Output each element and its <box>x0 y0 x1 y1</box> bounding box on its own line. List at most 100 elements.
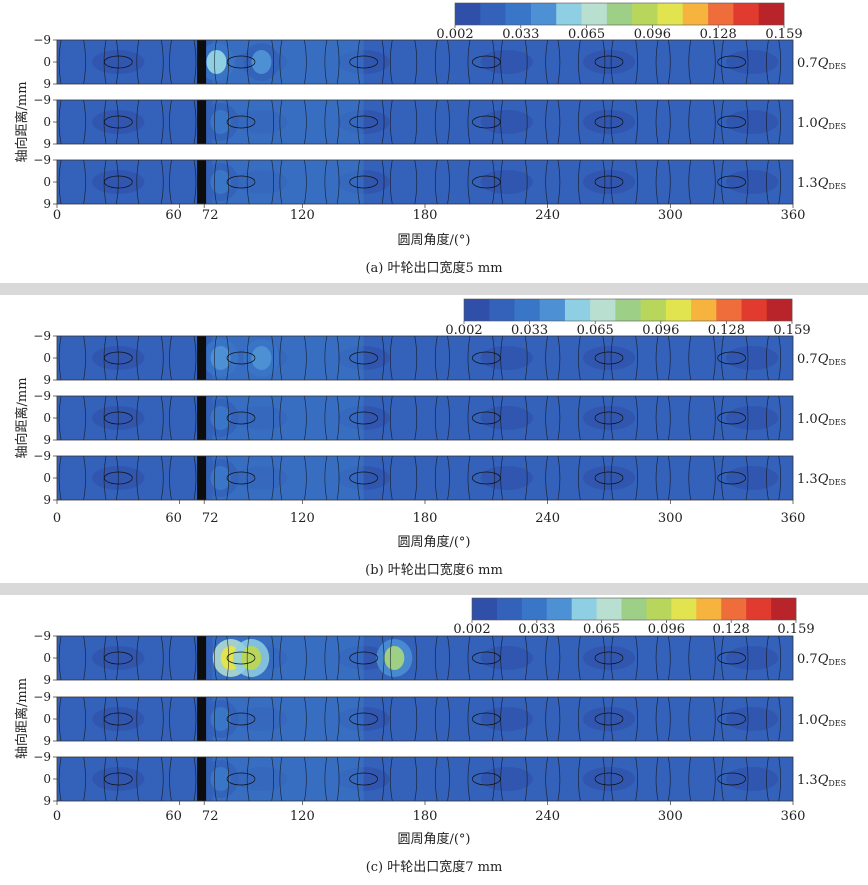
contour-line <box>717 411 747 425</box>
y-tick-label: 9 <box>43 433 51 447</box>
contour-line <box>381 40 385 84</box>
contour-line <box>58 757 62 801</box>
contour-line <box>778 636 782 680</box>
colorbar-tick-label: 0.002 <box>436 27 473 42</box>
contour-line <box>381 697 385 741</box>
contour-line <box>115 40 119 84</box>
contour-line <box>349 772 379 786</box>
contour-line <box>389 697 393 741</box>
contour-line <box>357 456 360 500</box>
contour-line <box>226 712 256 726</box>
contour-line <box>381 456 385 500</box>
y-tick-label: −9 <box>33 389 51 403</box>
contour-line <box>226 772 256 786</box>
contour-line <box>414 456 418 500</box>
hotspot-core <box>384 646 405 670</box>
contour-line <box>655 160 659 204</box>
contour-line <box>602 336 606 380</box>
contour-strip: −9 0 9 1.3QDES <box>33 153 846 211</box>
contour-patch <box>583 406 635 430</box>
contour-patch <box>480 767 533 791</box>
colorbar-swatch <box>657 3 684 25</box>
contour-line <box>226 471 256 485</box>
contour-line <box>304 697 307 741</box>
contour-line <box>434 456 438 500</box>
colorbar-tick-label: 0.128 <box>708 323 745 338</box>
colorbar-tick-label: 0.128 <box>700 27 737 42</box>
contour-line <box>712 396 716 440</box>
contour-line <box>136 396 140 440</box>
hotspot-core <box>241 646 262 670</box>
contour-line <box>304 757 307 801</box>
contour-line <box>492 757 495 801</box>
contour-line <box>136 757 140 801</box>
contour-line <box>688 100 692 144</box>
panel-separator <box>0 583 868 595</box>
series-label-symbol: Q <box>818 116 829 131</box>
contour-line <box>226 40 230 84</box>
contour-line <box>717 175 747 189</box>
panel-caption: (b) 叶轮出口宽度6 mm <box>365 562 503 578</box>
contour-line <box>635 636 638 680</box>
series-label-symbol: Q <box>818 176 829 191</box>
contour-strip: −9 0 9 1.0QDES <box>33 93 846 151</box>
contour-line <box>594 471 624 485</box>
contour-line <box>766 757 769 801</box>
contour-line <box>279 697 283 741</box>
contour-strip: −9 0 9 0.7QDES <box>33 629 846 687</box>
contour-background <box>57 160 793 204</box>
contour-line <box>500 40 504 84</box>
contour-line <box>271 456 275 500</box>
hotspot-core <box>206 50 227 74</box>
contour-line <box>721 456 724 500</box>
x-axis-label: 圆周角度/(°) <box>397 831 470 847</box>
contour-line <box>635 100 638 144</box>
contour-line <box>447 456 450 500</box>
contour-line <box>557 456 561 500</box>
colorbar-frame <box>463 298 793 322</box>
contour-line <box>381 757 385 801</box>
contour-patch <box>726 110 779 134</box>
contour-line <box>226 336 230 380</box>
contour-line <box>324 456 328 500</box>
contour-line <box>226 351 256 365</box>
contour-line <box>136 336 140 380</box>
contour-line <box>667 160 671 204</box>
contour-line <box>545 396 549 440</box>
series-label-symbol: Q <box>818 773 829 788</box>
contour-line <box>594 115 624 129</box>
x-tick-label: 60 <box>165 809 182 824</box>
contour-patch <box>583 346 635 370</box>
contour-line <box>349 651 379 665</box>
contour-line <box>246 160 250 204</box>
contour-patch <box>726 646 779 670</box>
contour-line <box>434 396 438 440</box>
contour-line <box>717 712 747 726</box>
contour-line <box>115 456 119 500</box>
series-label-sub: DES <box>828 478 846 487</box>
contour-line <box>500 636 504 680</box>
series-label-sub: DES <box>828 658 846 667</box>
contour-patch <box>583 707 635 731</box>
series-label-symbol: Q <box>818 652 829 667</box>
colorbar-tick-label: 0.096 <box>648 622 685 637</box>
colorbar-tick-label: 0.002 <box>453 622 490 637</box>
contour-line <box>471 55 501 69</box>
colorbar-swatch <box>564 299 591 321</box>
contour-line <box>557 636 561 680</box>
contour-line <box>712 697 716 741</box>
contour-line <box>336 636 340 680</box>
colorbar-swatch <box>665 299 692 321</box>
contour-line <box>578 636 581 680</box>
contour-line <box>136 636 140 680</box>
contour-line <box>610 336 614 380</box>
contour-line <box>58 100 62 144</box>
contour-line <box>103 115 133 129</box>
contour-line <box>717 115 747 129</box>
contour-line <box>667 396 671 440</box>
contour-line <box>389 636 393 680</box>
x-tick-label: 72 <box>202 809 219 824</box>
contour-line <box>83 336 86 380</box>
contour-line <box>349 712 379 726</box>
contour-line <box>193 757 197 801</box>
